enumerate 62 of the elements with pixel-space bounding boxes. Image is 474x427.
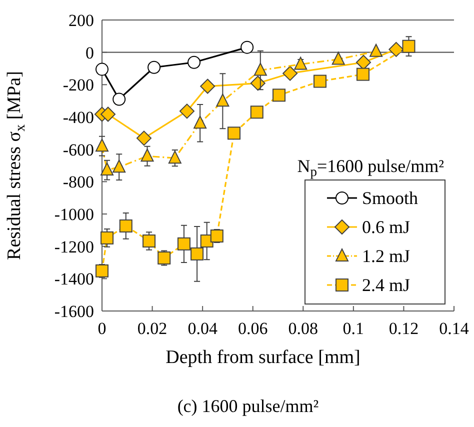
- legend-label: 2.4 mJ: [362, 275, 410, 295]
- x-tick-label: 0.1: [342, 319, 364, 338]
- y-tick-label: -1600: [54, 302, 94, 321]
- y-tick-label: -1000: [54, 205, 94, 224]
- point: [140, 148, 154, 162]
- point: [250, 106, 264, 119]
- y-tick-label: -600: [62, 140, 94, 160]
- point: [240, 40, 254, 54]
- point: [136, 130, 152, 146]
- point: [96, 264, 108, 278]
- point: [168, 150, 182, 164]
- point: [282, 66, 298, 81]
- point: [188, 56, 201, 69]
- point: [177, 237, 190, 250]
- annotation: N$_{p}$=1600 pulse/mm²: [297, 156, 444, 180]
- point: [216, 94, 230, 107]
- point: [119, 219, 132, 232]
- point: [370, 44, 383, 57]
- point: [402, 40, 416, 53]
- x-tick-label: 0.08: [288, 319, 318, 338]
- point: [112, 92, 126, 106]
- point: [190, 247, 204, 260]
- point: [194, 116, 207, 129]
- legend-label: 1.2 mJ: [362, 246, 410, 266]
- point: [332, 52, 345, 65]
- y-tick-label: 0: [86, 43, 94, 62]
- point: [96, 138, 108, 152]
- point: [112, 160, 126, 173]
- point: [100, 231, 114, 244]
- point: [158, 251, 171, 264]
- point: [250, 76, 266, 91]
- point: [96, 62, 108, 76]
- x-axis-title: Depth from surface [mm]: [166, 347, 360, 368]
- point: [272, 88, 286, 102]
- x-tick-label: 0.06: [238, 319, 268, 338]
- y-tick-label: -400: [62, 108, 94, 127]
- point: [200, 78, 216, 94]
- y-tick-label: -1400: [54, 270, 94, 289]
- point: [254, 62, 267, 76]
- y-tick-label: -800: [62, 172, 94, 192]
- point: [313, 74, 326, 88]
- point: [228, 126, 240, 140]
- point: [100, 106, 116, 122]
- y-tick-label: -1200: [54, 237, 94, 256]
- point: [100, 162, 114, 176]
- point: [210, 229, 224, 242]
- y-tick-label: 200: [68, 11, 94, 30]
- x-tick-label: 0.12: [388, 319, 419, 338]
- point: [356, 68, 370, 81]
- legend-label: 0.6 mJ: [362, 217, 410, 237]
- text: (c) 1600 pulse/mm²: [177, 396, 319, 416]
- x-tick-label: 0.02: [137, 319, 168, 338]
- point: [356, 54, 371, 70]
- point: [294, 56, 308, 70]
- x-tick-label: 0.04: [188, 319, 218, 338]
- x-tick-label: 0: [98, 319, 106, 338]
- point: [148, 60, 161, 74]
- point: [179, 104, 194, 119]
- legend-label: Smooth: [362, 188, 418, 208]
- point: [142, 234, 156, 248]
- y-tick-label: -200: [62, 76, 94, 95]
- x-tick-label: 0.14: [439, 319, 470, 338]
